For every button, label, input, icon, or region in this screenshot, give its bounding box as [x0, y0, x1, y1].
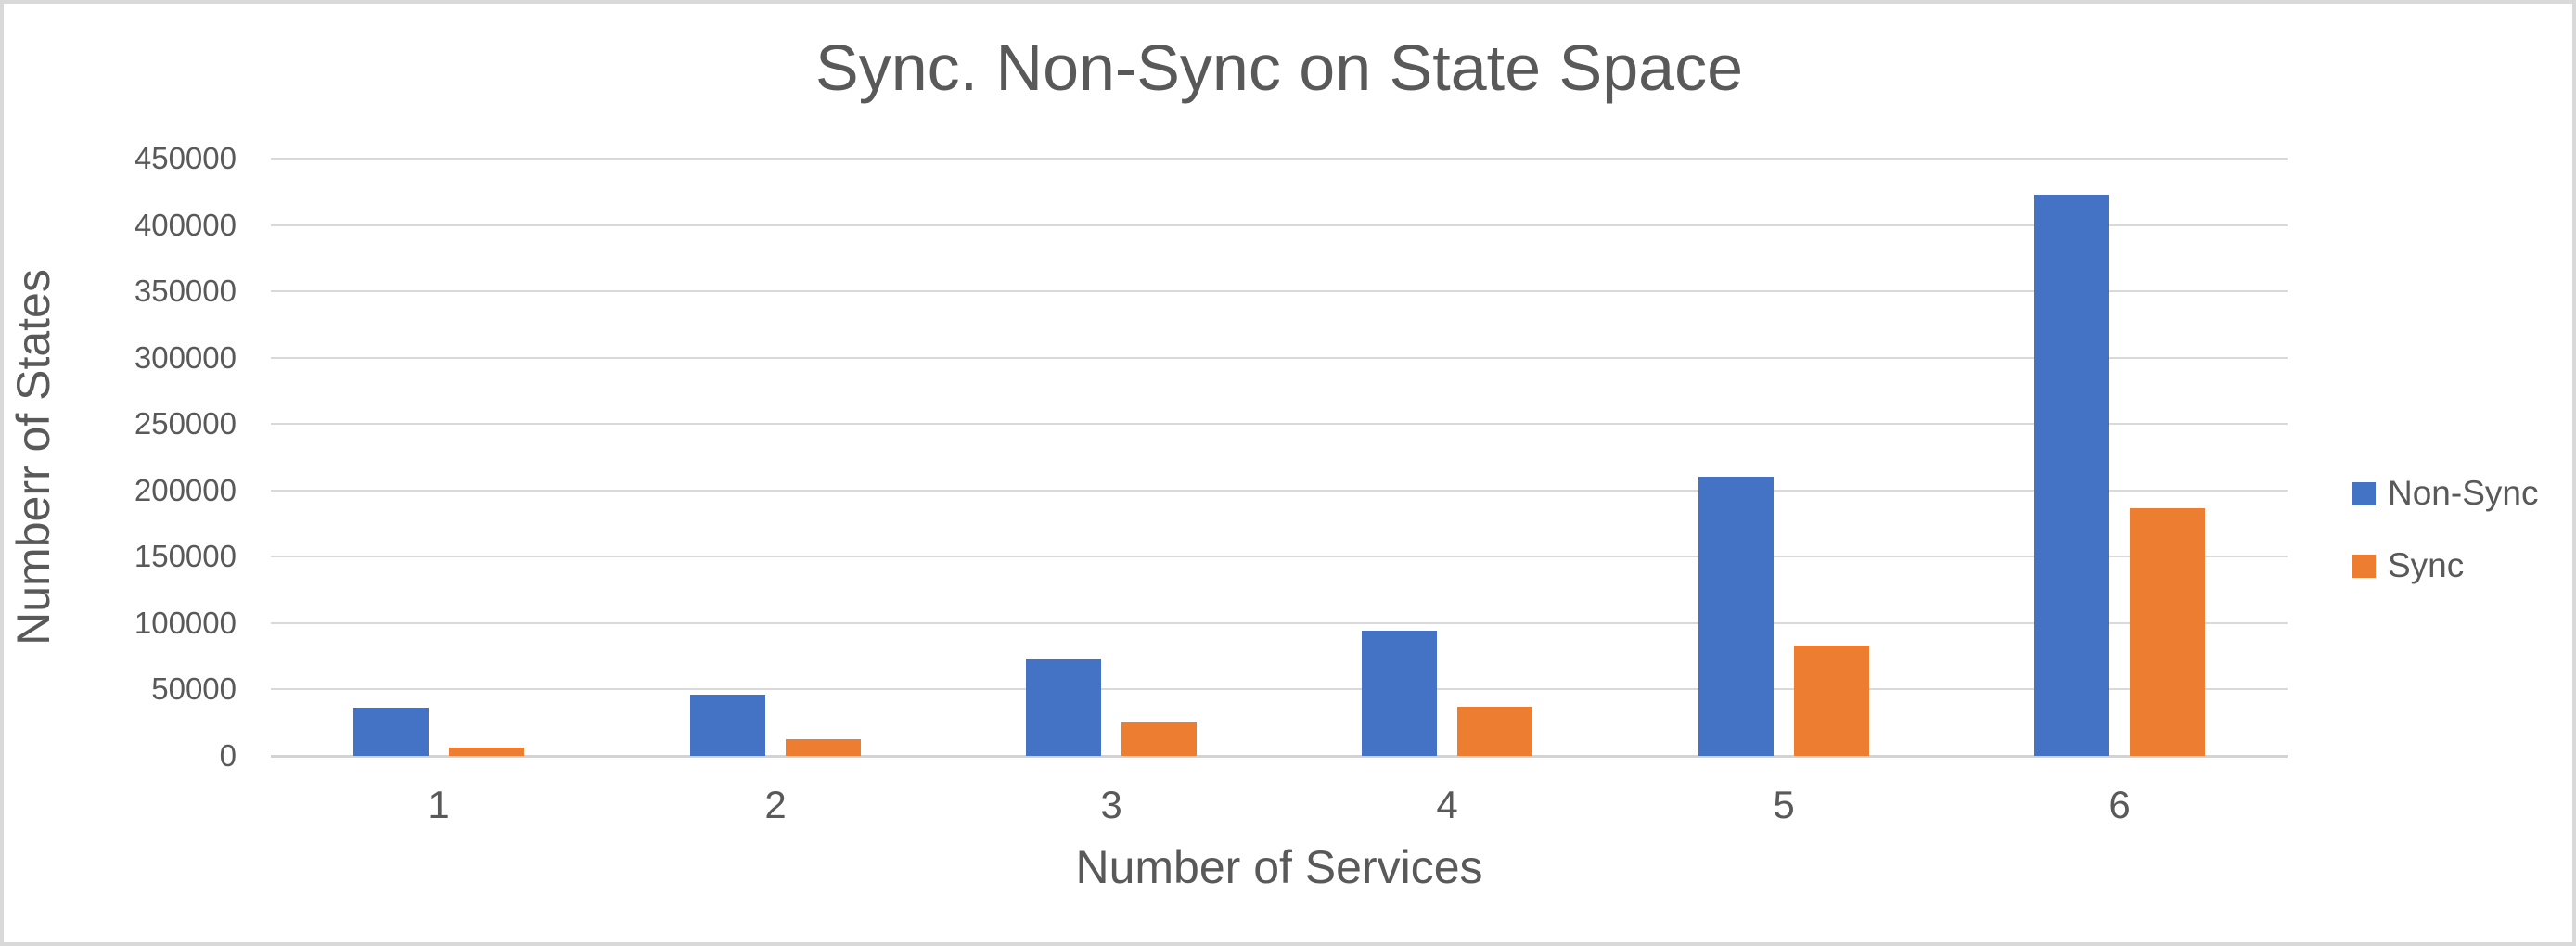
plot-area	[271, 158, 2288, 758]
bar-sync-5	[1794, 646, 1869, 756]
bar-sync-1	[449, 748, 524, 756]
y-tick-label: 200000	[134, 473, 237, 507]
bar-sync-3	[1121, 722, 1197, 756]
legend-item-non-sync: Non-Sync	[2352, 469, 2538, 518]
x-axis-title: Number of Services	[1075, 841, 1483, 893]
bar-non-sync-5	[1698, 477, 1774, 756]
y-axis-title: Numberr of States	[7, 269, 59, 646]
gridline	[271, 158, 2288, 160]
legend-swatch-icon	[2352, 481, 2376, 505]
gridline	[271, 357, 2288, 359]
chart-title: Sync. Non-Sync on State Space	[815, 32, 1743, 104]
x-tick-label-1: 1	[428, 783, 450, 826]
x-tick-label-3: 3	[1100, 783, 1122, 826]
x-tick-label-5: 5	[1773, 783, 1795, 826]
gridline	[271, 423, 2288, 425]
bar-non-sync-1	[353, 708, 429, 756]
bar-non-sync-4	[1362, 631, 1437, 756]
y-tick-label: 50000	[151, 671, 237, 706]
y-tick-label: 400000	[134, 208, 237, 242]
y-tick-label: 100000	[134, 606, 237, 640]
legend-item-sync: Sync	[2352, 542, 2538, 590]
y-tick-label: 250000	[134, 406, 237, 441]
gridline	[271, 556, 2288, 557]
bar-non-sync-3	[1026, 659, 1101, 756]
y-tick-label: 450000	[134, 141, 237, 175]
bar-sync-4	[1457, 707, 1532, 756]
x-axis-baseline	[271, 755, 2288, 758]
x-tick-label-2: 2	[764, 783, 787, 826]
legend: Non-Sync Sync	[2352, 469, 2538, 614]
bar-sync-2	[786, 739, 861, 756]
x-tick-label-4: 4	[1436, 783, 1458, 826]
y-tick-label: 350000	[134, 274, 237, 308]
legend-label: Sync	[2388, 546, 2465, 584]
bar-sync-6	[2130, 508, 2205, 756]
y-tick-label: 0	[219, 738, 237, 773]
gridline	[271, 224, 2288, 226]
y-tick-label: 150000	[134, 539, 237, 573]
bar-non-sync-2	[690, 695, 765, 756]
gridline	[271, 490, 2288, 492]
legend-label: Non-Sync	[2388, 474, 2539, 512]
gridline	[271, 688, 2288, 690]
gridline	[271, 290, 2288, 292]
y-tick-label: 300000	[134, 340, 237, 375]
legend-swatch-icon	[2352, 554, 2376, 578]
gridline	[271, 622, 2288, 624]
x-tick-label-6: 6	[2108, 783, 2131, 826]
bar-non-sync-6	[2034, 195, 2109, 756]
